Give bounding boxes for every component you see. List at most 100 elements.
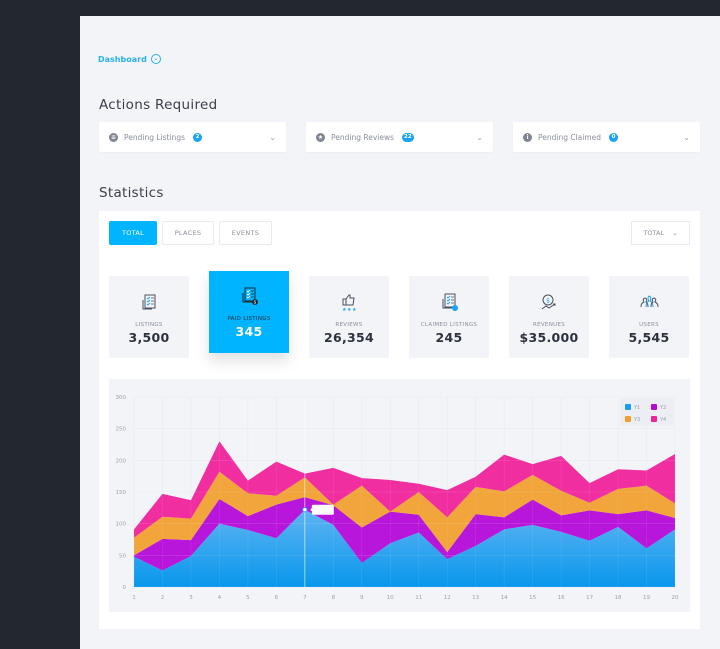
count-badge: 2 — [192, 132, 202, 142]
svg-text:19: 19 — [643, 595, 650, 601]
actions-list: ≡ Pending Listings 2 ⌄ ★ Pending Reviews… — [99, 122, 720, 152]
stat-label: LISTINGS — [135, 322, 163, 328]
svg-text:4: 4 — [218, 595, 222, 601]
paid-checklist-icon: $ — [242, 287, 258, 305]
users-group-icon — [640, 295, 659, 308]
legend-swatch-y4 — [651, 416, 657, 422]
tab-total[interactable]: TOTAL — [109, 221, 157, 245]
stat-card-claimed-listings[interactable]: CLAIMED LISTINGS 245 — [409, 276, 489, 358]
area-series-y4[interactable] — [134, 441, 675, 538]
svg-text:15: 15 — [529, 595, 536, 601]
svg-text:12: 12 — [444, 595, 451, 601]
svg-text:5: 5 — [246, 595, 250, 601]
list-icon: ≡ — [109, 132, 118, 142]
svg-text:200: 200 — [116, 458, 127, 464]
action-label: Pending Listings — [124, 132, 185, 142]
svg-text:8: 8 — [332, 595, 336, 601]
info-icon: i — [523, 132, 532, 142]
statistics-title: Statistics — [99, 185, 164, 201]
stat-card-users[interactable]: USERS 5,545 — [609, 276, 689, 358]
area-series-y2[interactable] — [134, 497, 675, 571]
stat-label: PAID LISTINGS — [227, 316, 271, 322]
legend-swatch-y2 — [651, 404, 657, 410]
svg-text:100: 100 — [116, 522, 127, 528]
svg-text:$: $ — [254, 300, 257, 305]
pending-reviews-dropdown[interactable]: ★ Pending Reviews 22 ⌄ — [306, 122, 493, 152]
chevron-down-icon: ⌄ — [683, 132, 690, 142]
stat-value: $35.000 — [519, 330, 579, 345]
revenue-growth-icon: $ — [541, 294, 556, 310]
stat-value: 26,354 — [323, 330, 375, 345]
pending-claimed-dropdown[interactable]: i Pending Claimed 0 ⌄ — [513, 122, 700, 152]
breadcrumb-dashboard-link[interactable]: Dashboard — [98, 54, 147, 64]
svg-text:★: ★ — [352, 307, 357, 312]
hover-point[interactable] — [302, 507, 308, 513]
svg-text:9: 9 — [360, 595, 364, 601]
svg-text:250: 250 — [116, 427, 127, 433]
stat-value: 3,500 — [128, 330, 170, 345]
svg-text:3: 3 — [189, 595, 193, 601]
svg-text:0: 0 — [123, 585, 127, 591]
stat-card-revenues[interactable]: $ REVENUES $35.000 — [509, 276, 589, 358]
svg-text:50: 50 — [119, 553, 126, 559]
stat-label: REVIEWS — [335, 322, 363, 328]
svg-text:1: 1 — [132, 595, 136, 601]
count-badge: 22 — [402, 132, 414, 142]
breadcrumb[interactable]: Dashboard ⌄ — [98, 54, 161, 64]
svg-text:13: 13 — [472, 595, 479, 601]
main-content: Dashboard ⌄ Actions Required ≡ Pending L… — [80, 16, 720, 649]
action-label: Pending Reviews — [331, 132, 395, 142]
stacked-area-chart: 0 50 100 150 200 250 300 1 2 3 4 5 6 7 8 9 10 11 12 13 14 15 1… — [109, 379, 690, 612]
claimed-checklist-icon — [442, 293, 458, 311]
svg-text:300: 300 — [116, 395, 127, 401]
checklist-icon — [142, 294, 156, 310]
svg-text:150: 150 — [116, 490, 127, 496]
stat-card-paid-listings[interactable]: $ PAID LISTINGS 345 — [209, 271, 289, 353]
chevron-down-icon: ⌄ — [269, 132, 276, 142]
svg-text:17: 17 — [586, 595, 593, 601]
actions-title: Actions Required — [99, 97, 218, 113]
svg-text:7: 7 — [303, 595, 307, 601]
svg-text:14: 14 — [501, 595, 508, 601]
svg-text:Y1: Y1 — [633, 405, 640, 411]
svg-text:11: 11 — [415, 595, 422, 601]
period-select[interactable]: TOTAL ⌄ — [631, 221, 690, 245]
thumbs-up-stars-icon: ★ ★ ★ — [342, 294, 357, 312]
svg-text:18: 18 — [615, 595, 622, 601]
svg-text:★: ★ — [347, 307, 352, 312]
count-badge: 0 — [609, 132, 619, 142]
statistics-panel: TOTAL PLACES EVENTS TOTAL ⌄ LISTINGS 3,5… — [99, 211, 700, 629]
svg-text:Y2: Y2 — [659, 405, 666, 411]
stat-card-reviews[interactable]: ★ ★ ★ REVIEWS 26,354 — [309, 276, 389, 358]
area-series-y3[interactable] — [134, 471, 675, 556]
period-select-value: TOTAL — [643, 229, 665, 237]
legend-swatch-y3 — [625, 416, 631, 422]
stat-label: CLAIMED LISTINGS — [420, 322, 478, 328]
area-series-y1[interactable] — [134, 509, 675, 587]
stat-value: 5,545 — [628, 330, 670, 345]
svg-text:Y4: Y4 — [659, 417, 666, 423]
svg-text:2: 2 — [161, 595, 165, 601]
chart-tooltip — [311, 504, 334, 515]
svg-text:10: 10 — [387, 595, 394, 601]
chevron-down-icon: ⌄ — [672, 229, 678, 237]
stat-value: 245 — [435, 330, 463, 345]
svg-text:20: 20 — [672, 595, 679, 601]
svg-text:★: ★ — [342, 307, 347, 312]
chart-legend: Y1 Y2 Y3 Y4 — [620, 398, 674, 426]
tab-events[interactable]: EVENTS — [219, 221, 272, 245]
legend-swatch-y1 — [625, 404, 631, 410]
star-icon: ★ — [316, 132, 325, 142]
stat-label: REVENUES — [532, 322, 566, 328]
svg-text:Y3: Y3 — [633, 417, 640, 423]
svg-text:$: $ — [546, 298, 550, 305]
tab-places[interactable]: PLACES — [162, 221, 214, 245]
stat-card-listings[interactable]: LISTINGS 3,500 — [109, 276, 189, 358]
action-label: Pending Claimed — [538, 132, 602, 142]
chevron-down-icon: ⌄ — [476, 132, 483, 142]
pending-listings-dropdown[interactable]: ≡ Pending Listings 2 ⌄ — [99, 122, 286, 152]
chevron-down-circle-icon[interactable]: ⌄ — [150, 54, 161, 64]
stat-value: 345 — [235, 324, 263, 339]
stat-label: USERS — [639, 322, 659, 328]
